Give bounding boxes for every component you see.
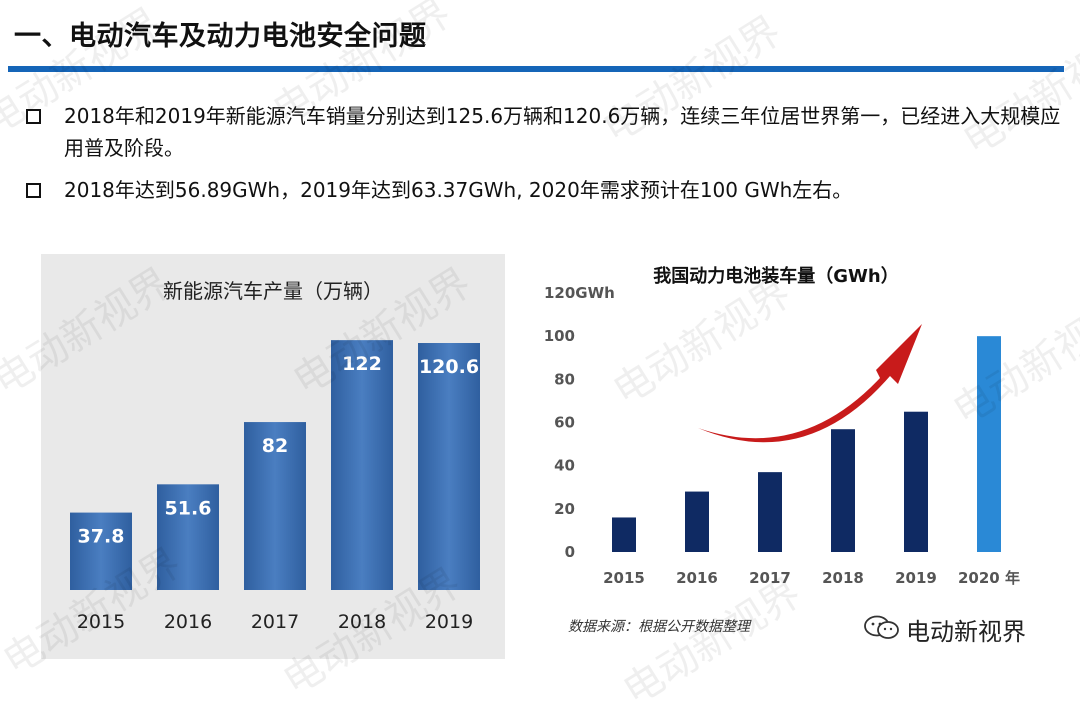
y-tick-label: 80 [554,370,575,388]
bar [418,343,480,590]
bar [977,336,1001,552]
bar [758,472,782,552]
battery-install-chart: 我国动力电池装车量（GWh） 0 20 40 60 80 100 120GWh 2015 2016… [544,265,1020,635]
bar [904,411,928,552]
x-tick-label: 2019 [895,569,937,587]
x-tick-label: 2019 [425,611,473,633]
chart-title: 新能源汽车产量（万辆） [163,279,383,303]
x-tick-label: 2020 年 [958,569,1020,587]
wechat-label: 电动新视界 [906,618,1026,646]
data-label: 51.6 [165,497,212,519]
x-tick-label: 2015 [603,569,645,587]
bar [685,491,709,552]
x-tick-label: 2018 [822,569,864,587]
battery-install-chart-panel: 我国动力电池装车量（GWh） 0 20 40 60 80 100 120GWh 2015 2016… [530,258,1070,653]
bar [244,422,306,590]
x-tick-label: 2016 [164,611,212,633]
y-tick-label: 60 [554,414,575,432]
bar [157,484,219,590]
bullet-text: 2018年达到56.89GWh，2019年达到63.37GWh, 2020年需求… [64,178,853,202]
bar [612,517,636,552]
y-tick-label: 120GWh [544,284,615,302]
x-tick-label: 2017 [749,569,791,587]
page-title: 一、电动汽车及动力电池安全问题 [14,21,427,52]
bar [70,512,132,590]
x-tick-label: 2018 [338,611,386,633]
square-bullet-icon [26,183,41,198]
bullet-item-sales: 2018年和2019年新能源汽车销量分别达到125.6万辆和120.6万辆，连续… [26,100,1066,164]
data-label: 120.6 [419,356,479,378]
x-tick-label: 2017 [251,611,299,633]
data-label: 82 [262,435,288,457]
y-tick-label: 40 [554,457,575,475]
y-tick-label: 20 [554,500,575,518]
bar [331,340,393,590]
ev-production-chart: 新能源汽车产量（万辆） 37.8 2015 51.6 2016 82 2017 122 2018… [70,279,480,633]
y-tick-label: 100 [544,327,575,345]
ev-production-chart-panel: 新能源汽车产量（万辆） 37.8 2015 51.6 2016 82 2017 122 2018… [41,254,505,659]
y-tick-label: 0 [565,543,575,561]
chart-title: 我国动力电池装车量（GWh） [653,265,898,287]
title-bar: 一、电动汽车及动力电池安全问题 [0,0,1080,78]
bullet-text: 2018年和2019年新能源汽车销量分别达到125.6万辆和120.6万辆，连续… [64,104,1061,160]
data-label: 37.8 [78,526,125,548]
wechat-badge: 电动新视界 [862,612,1072,646]
wechat-icon [864,615,899,639]
x-tick-label: 2015 [77,611,125,633]
data-label: 122 [342,353,382,375]
bullet-list: 2018年和2019年新能源汽车销量分别达到125.6万辆和120.6万辆，连续… [26,100,1066,216]
bar [831,429,855,552]
trend-arrow [698,324,922,443]
x-tick-label: 2016 [676,569,718,587]
source-note: 数据来源：根据公开数据整理 [568,619,752,635]
square-bullet-icon [26,109,41,124]
bullet-item-battery: 2018年达到56.89GWh，2019年达到63.37GWh, 2020年需求… [26,174,1066,206]
title-rule [8,66,1064,72]
